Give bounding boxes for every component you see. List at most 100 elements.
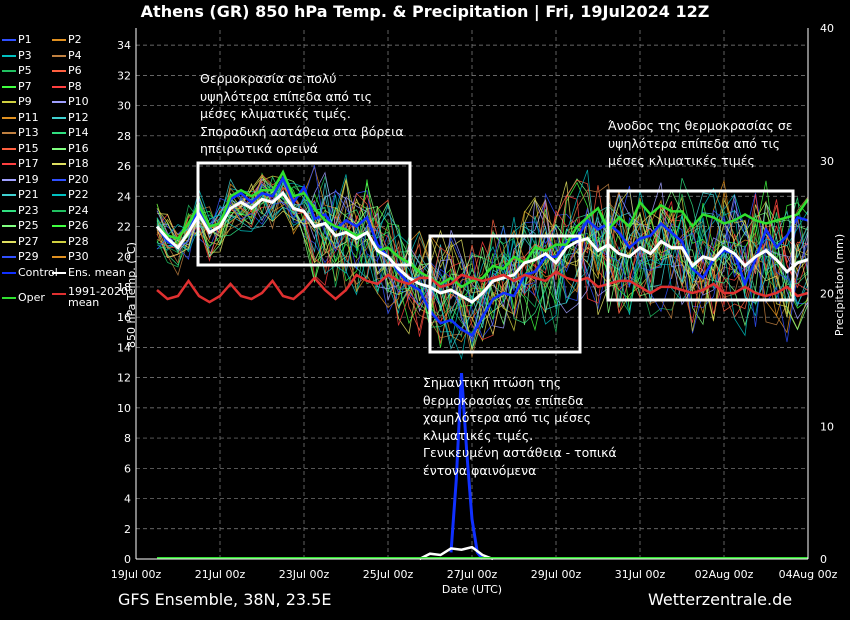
legend-label: P29 xyxy=(18,250,39,263)
legend-swatch xyxy=(2,209,16,212)
legend-label: P9 xyxy=(18,95,32,108)
y-tick-label: 24 xyxy=(117,190,131,203)
source-label: Wetterzentrale.de xyxy=(648,590,793,609)
legend-swatch xyxy=(2,240,16,243)
legend-item: P13 xyxy=(2,125,58,141)
ensemble-member-line xyxy=(156,174,809,344)
legend-item: P6 xyxy=(52,63,128,79)
annotation-line: ηπειρωτικά ορεινά xyxy=(200,141,318,156)
axes: 0246810121416182022242628303234010203040… xyxy=(111,22,846,596)
legend-swatch xyxy=(52,54,66,57)
legend-swatch xyxy=(2,271,16,274)
legend-swatch xyxy=(52,116,66,119)
y-tick-label: 22 xyxy=(117,220,131,233)
legend-item: 1991-2020 mean xyxy=(52,286,128,308)
legend-swatch xyxy=(2,54,16,57)
legend-label: P5 xyxy=(18,64,32,77)
y-axis-label: 850 hPa Temp. (°C) xyxy=(125,242,138,348)
y-tick-label: 2 xyxy=(124,523,131,536)
x-tick-label: 02Aug 00z xyxy=(695,568,754,581)
y-tick-label: 32 xyxy=(117,69,131,82)
y-tick-label: 10 xyxy=(117,402,131,415)
legend-label: P28 xyxy=(68,234,89,248)
annotation-line: Γενικευμένη αστάθεια - τοπικά xyxy=(423,445,617,460)
legend-swatch xyxy=(2,70,16,72)
series-ens-mean xyxy=(155,190,809,304)
legend-swatch xyxy=(52,70,66,72)
legend-item: P21 xyxy=(2,187,58,203)
ensemble-member-line xyxy=(156,179,809,361)
legend-label: P24 xyxy=(68,203,89,217)
legend-label: P1 xyxy=(18,33,32,46)
legend-item: P2 xyxy=(52,32,128,48)
ensemble-member-line xyxy=(156,185,809,324)
y-tick-label: 28 xyxy=(117,130,131,143)
ensemble-member-line xyxy=(156,180,809,337)
legend-item: P22 xyxy=(52,187,128,203)
x-tick-label: 23Jul 00z xyxy=(279,568,330,581)
y2-tick-label: 40 xyxy=(820,22,834,35)
y2-tick-label: 10 xyxy=(820,420,834,433)
legend-swatch xyxy=(52,132,66,134)
legend-swatch xyxy=(52,225,66,227)
legend-item: P17 xyxy=(2,156,58,172)
legend-col1: P1 P3 P5 P7 P9 P11 P13 P15 P17 P19 P21 P23 P25 P27 P29… xyxy=(2,32,58,306)
legend-item: P28 xyxy=(52,234,128,250)
legend-label: P6 xyxy=(68,64,82,77)
legend-swatch xyxy=(52,39,66,41)
legend-item: Ens. mean xyxy=(52,265,128,281)
y2-tick-label: 30 xyxy=(820,155,834,168)
legend-item: P15 xyxy=(2,141,58,157)
legend-item: P9 xyxy=(2,94,58,110)
legend-item: P12 xyxy=(52,110,128,126)
annotation-line: Άνοδος της θερμοκρασίας σε xyxy=(608,118,793,133)
ensemble-member-line xyxy=(156,186,809,341)
y2-tick-label: 20 xyxy=(820,288,834,301)
legend-swatch xyxy=(52,271,66,274)
y-tick-label: 18 xyxy=(117,281,131,294)
legend-label: Ens. mean xyxy=(68,265,126,279)
legend-label: P25 xyxy=(18,219,39,232)
legend-swatch xyxy=(52,163,66,165)
annotation-line: θερμοκρασίας σε επίπεδα xyxy=(423,392,584,408)
legend-swatch xyxy=(52,101,66,103)
legend-item: P11 xyxy=(2,110,58,126)
legend-label: P11 xyxy=(18,110,39,124)
legend-label: P4 xyxy=(68,48,82,62)
chart-title: Athens (GR) 850 hPa Temp. & Precipitatio… xyxy=(140,2,710,21)
annotation-line: υψηλότερα επίπεδα από τις xyxy=(608,135,781,151)
legend-swatch xyxy=(52,194,66,196)
legend-item: P7 xyxy=(2,79,58,95)
legend-label: P8 xyxy=(68,79,82,93)
annotation-top-right: Άνοδος της θερμοκρασίας σε υψηλότερα επίπ… xyxy=(608,117,793,170)
ensemble-member-line xyxy=(156,169,809,344)
annotation-line: έντονα φαινόμενα xyxy=(423,462,537,478)
x-tick-label: 31Jul 00z xyxy=(615,568,666,581)
legend-label: P21 xyxy=(18,188,39,201)
series-1991-2020-mean xyxy=(156,270,809,304)
y-tick-label: 16 xyxy=(117,311,131,324)
legend-swatch xyxy=(2,132,16,134)
legend-swatch xyxy=(2,39,16,41)
legend-item: P10 xyxy=(52,94,128,110)
legend-item: P26 xyxy=(52,218,128,234)
legend-item: P1 xyxy=(2,32,58,48)
legend-label: P3 xyxy=(18,48,32,62)
x-tick-label: 19Jul 00z xyxy=(111,568,162,581)
legend-label: P30 xyxy=(68,250,89,263)
x-tick-label: 04Aug 00z xyxy=(779,568,838,581)
legend-swatch xyxy=(2,194,16,196)
legend-swatch xyxy=(52,256,66,258)
x-tick-label: 25Jul 00z xyxy=(363,568,414,581)
legend-label: P20 xyxy=(68,172,89,186)
y-tick-label: 12 xyxy=(117,372,131,385)
legend-label: P17 xyxy=(18,157,39,170)
x-tick-label: 29Jul 00z xyxy=(531,568,582,581)
y2-axis-label: Precipitation (mm) xyxy=(833,234,846,336)
legend-label: P27 xyxy=(18,234,39,248)
series-control xyxy=(155,175,809,338)
legend-swatch xyxy=(52,240,66,243)
annotation-line: Σημαντική πτώση της xyxy=(423,375,562,390)
legend-item: P25 xyxy=(2,218,58,234)
